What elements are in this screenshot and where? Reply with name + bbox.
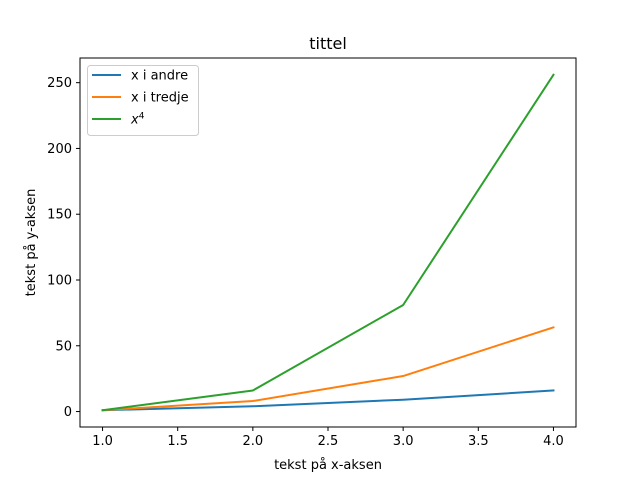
x-tick-label: 2.0	[243, 434, 264, 449]
y-tick-label: 50	[55, 339, 72, 354]
legend-label-3: x4	[130, 112, 145, 128]
plot-content	[101, 73, 555, 412]
legend: x i andre x i tredje x4	[87, 65, 199, 136]
series-line-3	[101, 73, 555, 412]
y-tick-label: 250	[47, 76, 72, 91]
x-tick-label: 3.5	[468, 434, 489, 449]
series-line-1	[101, 389, 555, 412]
legend-label-2: x i tredje	[131, 91, 189, 106]
x-tick-label: 3.0	[393, 434, 414, 449]
x-tick-label: 4.0	[543, 434, 564, 449]
x-tick-label: 1.5	[167, 434, 188, 449]
x-axis-ticks: 1.0 1.5 2.0 2.5 3.0 3.5 4.0	[92, 427, 564, 449]
x-tick-label: 2.5	[318, 434, 339, 449]
y-tick-label: 100	[47, 273, 72, 288]
x-tick-label: 1.0	[92, 434, 113, 449]
chart-title: tittel	[309, 34, 347, 53]
series-line-2	[101, 326, 555, 412]
y-tick-label: 150	[47, 208, 72, 223]
x-axis-label: tekst på x-aksen	[274, 458, 382, 473]
y-axis-ticks: 0 50 100 150 200 250	[47, 76, 80, 420]
y-tick-label: 200	[47, 142, 72, 157]
y-tick-label: 0	[64, 405, 72, 420]
y-axis-label: tekst på y-aksen	[24, 189, 39, 297]
legend-label-1: x i andre	[131, 69, 188, 84]
